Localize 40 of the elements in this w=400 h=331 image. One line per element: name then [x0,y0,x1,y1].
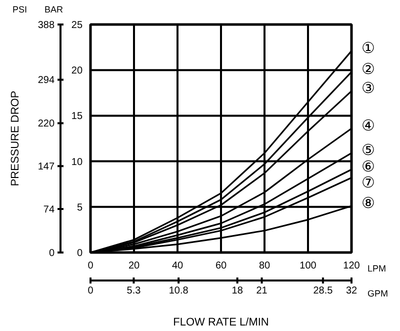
y-tick-label: 25 [71,20,83,31]
y-tick-label: 5 [76,202,83,214]
series-label: ② [362,60,375,78]
x2-tick-label: 5.3 [126,286,142,296]
text: BAR [44,4,64,14]
text: LPM [368,264,386,274]
y2-tick-label: 147 [38,162,55,173]
series-label: ⑤ [362,141,375,160]
x2-tick-label: 0 [88,286,94,296]
x2-tick-label: 10.8 [168,286,189,296]
x-tick-label: 80 [258,260,270,272]
y2-tick-label: 294 [38,75,55,86]
y2-tick-label: 388 [38,20,55,31]
x-tick-label: 60 [215,260,227,272]
series-label: ⑥ [362,158,375,176]
x-tick-label: 100 [300,260,317,272]
text: PSI [12,4,28,14]
x-tick-label: 0 [88,260,94,272]
x-axis-title: FLOW RATE L/MIN [173,316,269,328]
y-tick-label: 10 [71,156,83,168]
y2-tick-label: 74 [43,204,55,216]
x2-tick-label: 18 [232,286,244,296]
y2-tick-label: 0 [48,248,55,259]
x-tick-label: 20 [128,260,140,272]
x2-tick-label: 21 [256,286,268,296]
y-tick-label: 0 [76,248,83,259]
series-label: ④ [362,116,375,134]
y-tick-label: 15 [71,111,83,122]
x-tick-label: 40 [172,260,184,272]
x-tick-label: 120 [343,260,360,272]
y2-tick-label: 220 [38,118,55,130]
y2-axis-title: PRESSURE DROP [10,90,22,186]
x2-tick-label: 32 [346,286,358,296]
series-label: ⑧ [362,194,375,212]
series-label: ① [362,38,375,57]
text: GPM [368,288,388,298]
y-tick-label: 20 [71,66,83,77]
series-label: ⑦ [362,174,375,192]
series-label: ③ [362,79,375,98]
x2-tick-label: 28.5 [313,286,334,296]
